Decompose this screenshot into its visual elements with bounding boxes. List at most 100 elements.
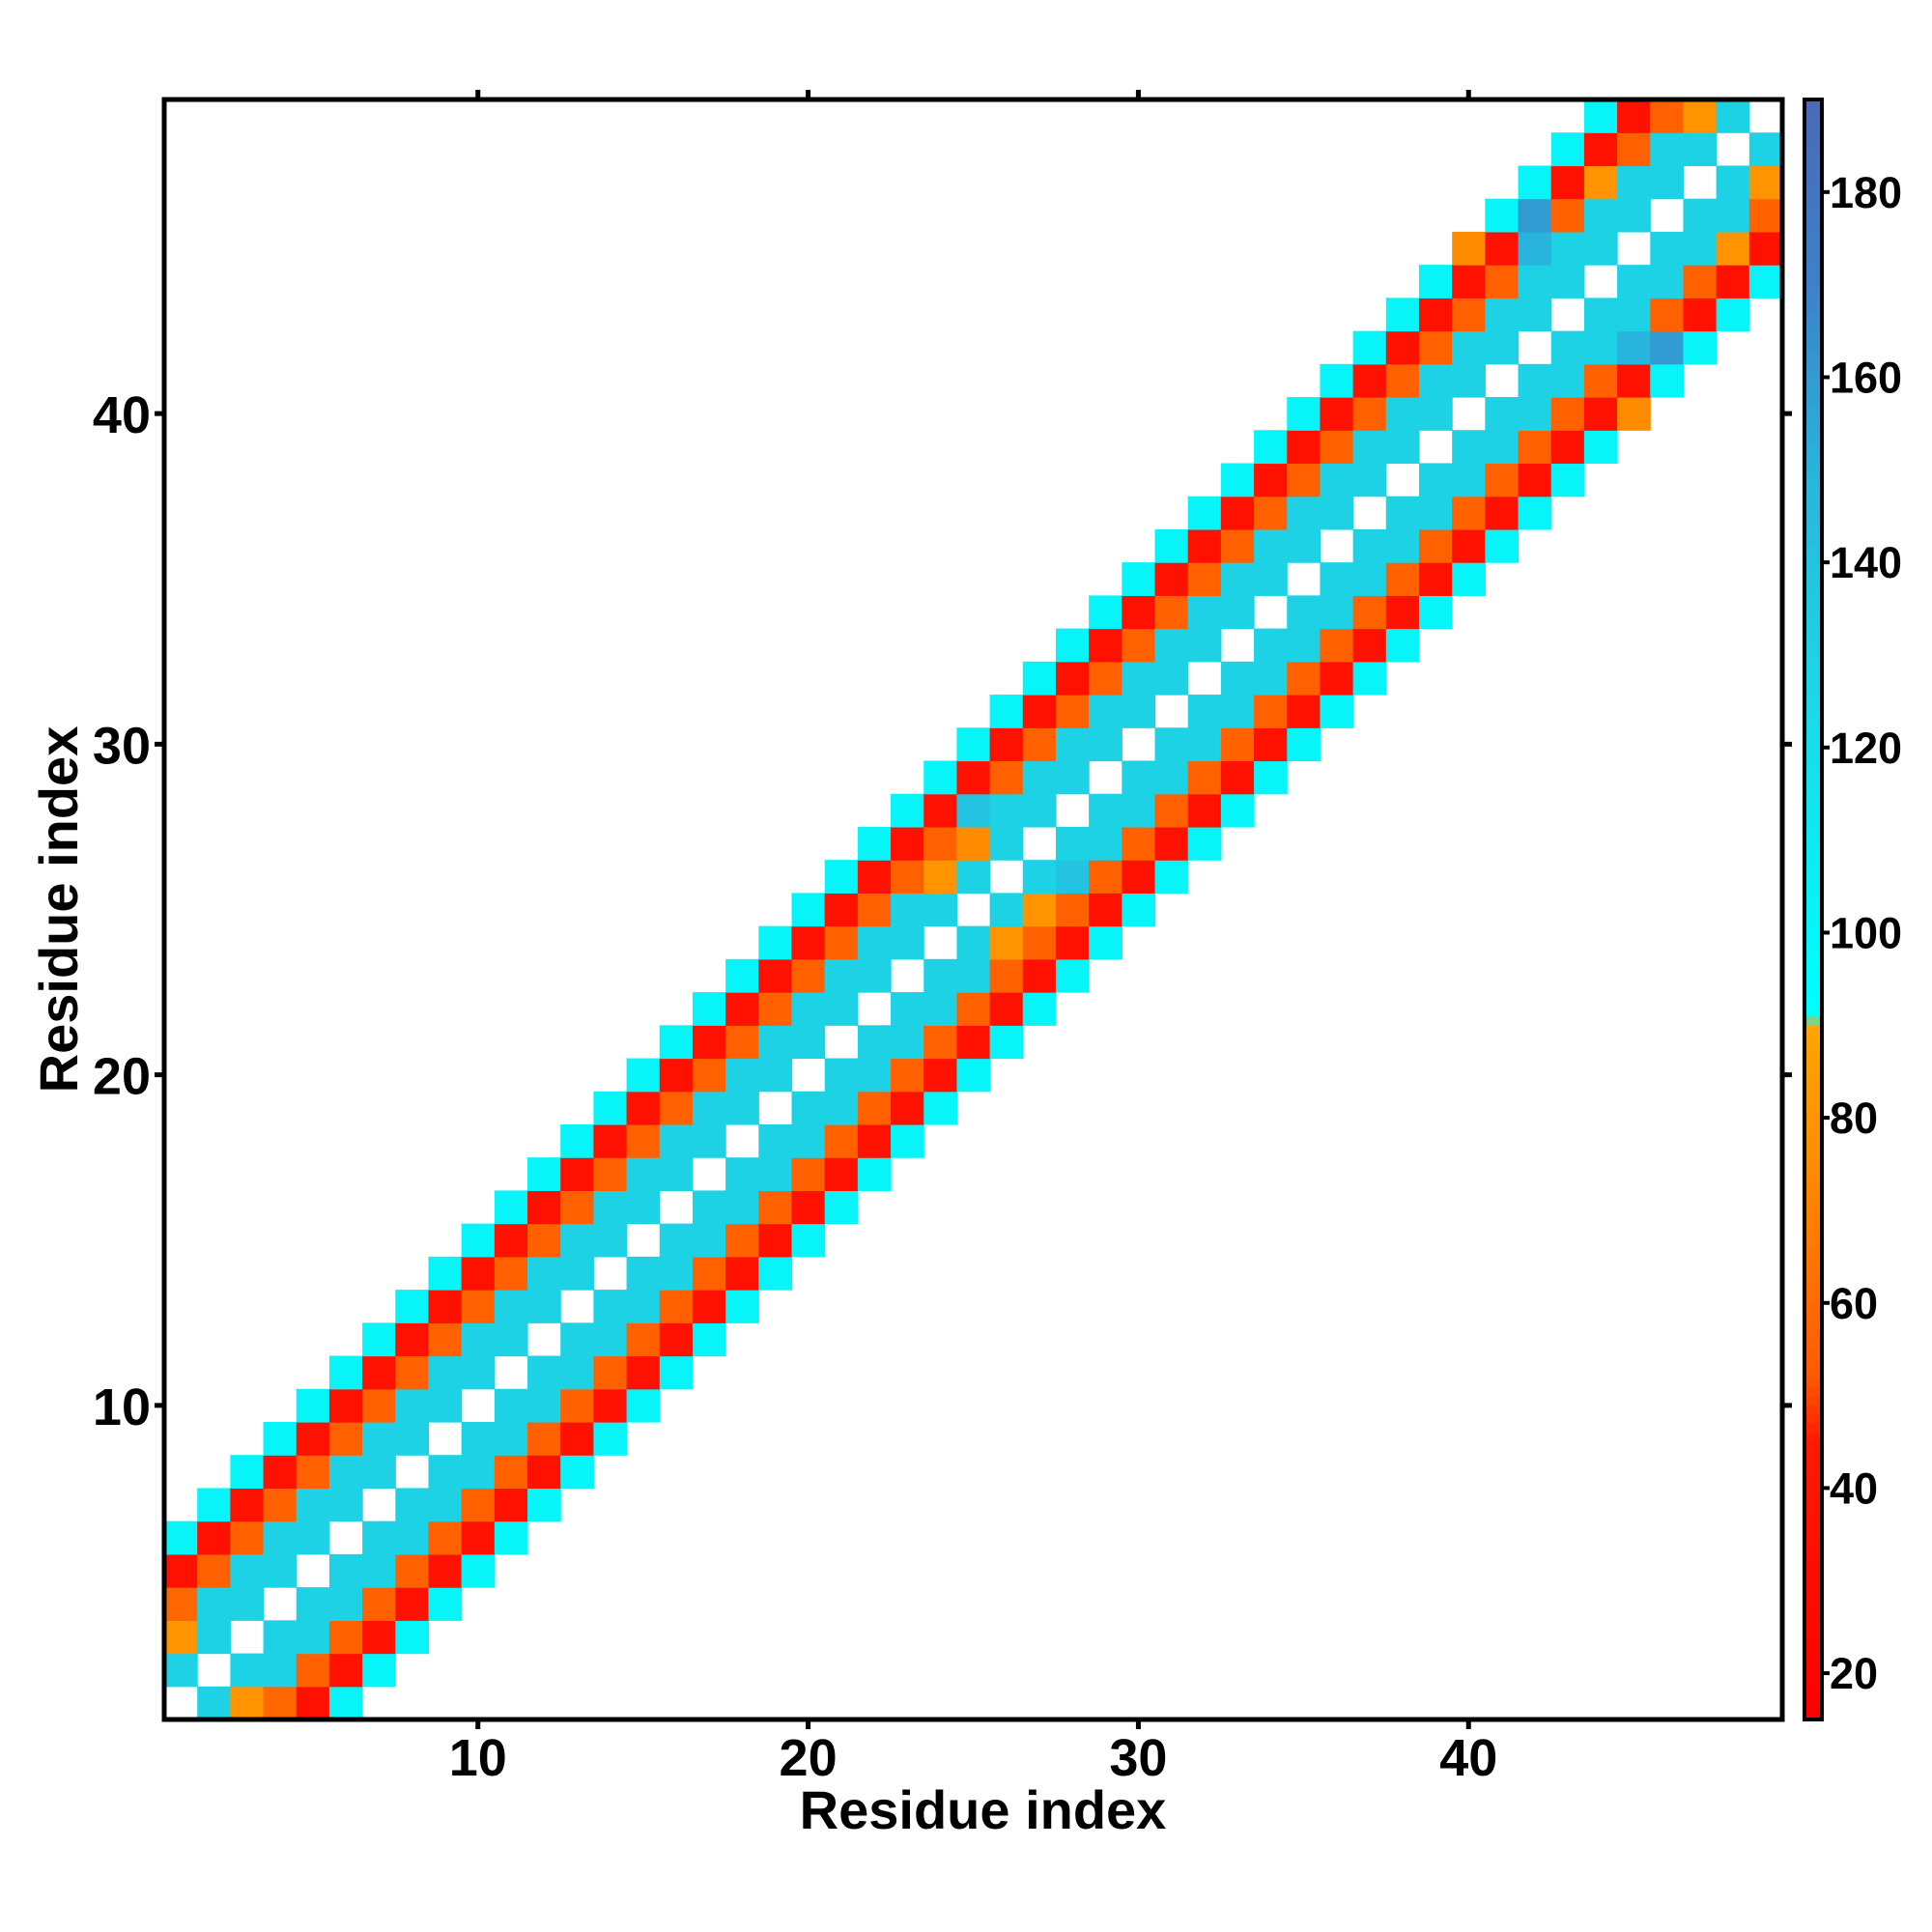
heatmap-cell bbox=[1452, 562, 1486, 596]
colorbar-segment bbox=[1804, 1118, 1822, 1128]
heatmap-cell bbox=[362, 1587, 396, 1621]
colorbar-segment bbox=[1804, 469, 1822, 480]
heatmap-cell bbox=[328, 1388, 363, 1423]
heatmap-cell bbox=[395, 1355, 430, 1390]
heatmap-cell bbox=[725, 1190, 759, 1225]
heatmap-cell bbox=[626, 1355, 661, 1390]
heatmap-cell bbox=[1122, 562, 1156, 596]
heatmap-cell bbox=[659, 1355, 694, 1390]
heatmap-cell bbox=[494, 1256, 528, 1291]
heatmap-cell bbox=[1617, 165, 1651, 200]
heatmap-cell bbox=[230, 1455, 265, 1490]
colorbar-segment bbox=[1804, 1469, 1822, 1480]
heatmap-cell bbox=[692, 1322, 726, 1357]
heatmap-cell bbox=[1122, 793, 1156, 828]
heatmap-cell bbox=[1055, 925, 1090, 960]
heatmap-cell bbox=[857, 1123, 892, 1158]
colorbar-segment bbox=[1804, 1034, 1822, 1045]
colorbar-segment bbox=[1804, 849, 1822, 860]
heatmap-cell bbox=[758, 992, 793, 1026]
heatmap-cell bbox=[1748, 265, 1783, 298]
heatmap-cell bbox=[1617, 330, 1651, 365]
colorbar-tick-label: 120 bbox=[1830, 724, 1902, 773]
heatmap-cell bbox=[1583, 198, 1618, 233]
colorbar-segment bbox=[1804, 312, 1822, 323]
heatmap-cell bbox=[791, 893, 826, 927]
heatmap-cell bbox=[461, 1421, 496, 1456]
heatmap-cell bbox=[1452, 496, 1486, 530]
heatmap-cell bbox=[1418, 330, 1453, 365]
heatmap-cell bbox=[1154, 826, 1189, 861]
colorbar-segment bbox=[1804, 960, 1822, 971]
heatmap-cell bbox=[824, 1190, 859, 1225]
colorbar-segment bbox=[1804, 1229, 1822, 1239]
heatmap-cell bbox=[1254, 727, 1288, 762]
colorbar-segment bbox=[1804, 1043, 1822, 1054]
heatmap-cell bbox=[1617, 298, 1651, 332]
heatmap-cell bbox=[1485, 265, 1520, 298]
heatmap-cell bbox=[1583, 99, 1618, 133]
heatmap-cell bbox=[1617, 363, 1651, 398]
heatmap-cell bbox=[395, 1290, 430, 1323]
heatmap-cell bbox=[989, 958, 1024, 993]
colorbar-segment bbox=[1804, 923, 1822, 934]
x-tick-label: 30 bbox=[1109, 1729, 1167, 1787]
heatmap-cell bbox=[1452, 298, 1486, 332]
colorbar-segment bbox=[1804, 775, 1822, 785]
heatmap-cell bbox=[1022, 925, 1057, 960]
heatmap-cell bbox=[328, 1587, 363, 1621]
colorbar-segment bbox=[1804, 793, 1822, 805]
heatmap-cell bbox=[1187, 793, 1222, 828]
heatmap-cell bbox=[461, 1488, 496, 1522]
colorbar-segment bbox=[1804, 1451, 1822, 1462]
heatmap-cell bbox=[1748, 198, 1783, 233]
colorbar: 20 40 60 80 100 120 140 160 180 bbox=[1803, 98, 1902, 1721]
colorbar-segment bbox=[1804, 108, 1822, 119]
heatmap-cell bbox=[1089, 893, 1122, 927]
heatmap-cell bbox=[296, 1488, 330, 1522]
colorbar-segment bbox=[1804, 1571, 1822, 1582]
heatmap-cell bbox=[725, 1290, 759, 1323]
colorbar-segment bbox=[1804, 460, 1822, 471]
heatmap-cell bbox=[1320, 430, 1354, 465]
heatmap-cell bbox=[1055, 893, 1090, 927]
heatmap-cell bbox=[593, 1157, 628, 1191]
heatmap-cell bbox=[1385, 363, 1420, 398]
heatmap-cell bbox=[923, 893, 957, 927]
heatmap-cell bbox=[428, 1355, 463, 1390]
heatmap-cell bbox=[1089, 860, 1122, 894]
colorbar-segment bbox=[1804, 682, 1822, 694]
heatmap-cell bbox=[1287, 595, 1321, 630]
colorbar-segment bbox=[1804, 1108, 1822, 1119]
colorbar-segment bbox=[1804, 1635, 1822, 1647]
heatmap-cell bbox=[1055, 826, 1090, 861]
heatmap-cell bbox=[461, 1322, 496, 1357]
heatmap-cell bbox=[1650, 363, 1685, 398]
heatmap-cell bbox=[1055, 628, 1090, 663]
heatmap-cell bbox=[263, 1553, 298, 1588]
heatmap-cell bbox=[362, 1322, 396, 1357]
heatmap-cell bbox=[560, 1223, 594, 1258]
colorbar-segment bbox=[1804, 1654, 1822, 1665]
colorbar-segment bbox=[1804, 543, 1822, 554]
colorbar-segment bbox=[1804, 478, 1822, 490]
colorbar-segment bbox=[1804, 1580, 1822, 1591]
heatmap-cell bbox=[1518, 165, 1552, 200]
colorbar-segment bbox=[1804, 1700, 1822, 1712]
heatmap-cell bbox=[1022, 695, 1057, 728]
heatmap-cell bbox=[328, 1553, 363, 1588]
heatmap-cell bbox=[956, 727, 991, 762]
heatmap-cell bbox=[1320, 661, 1354, 696]
heatmap-cell bbox=[1485, 397, 1520, 431]
heatmap-cell bbox=[263, 1620, 298, 1655]
heatmap-cell bbox=[560, 1388, 594, 1423]
colorbar-segment bbox=[1804, 1071, 1822, 1082]
heatmap-cell bbox=[1683, 298, 1718, 332]
heatmap-cell bbox=[1187, 595, 1222, 630]
heatmap-cell bbox=[1683, 132, 1718, 167]
colorbar-segment bbox=[1804, 395, 1822, 407]
heatmap-cell bbox=[560, 1256, 594, 1291]
heatmap-cell bbox=[1220, 695, 1255, 728]
heatmap-cell bbox=[1650, 330, 1685, 365]
heatmap-cell bbox=[1254, 661, 1288, 696]
